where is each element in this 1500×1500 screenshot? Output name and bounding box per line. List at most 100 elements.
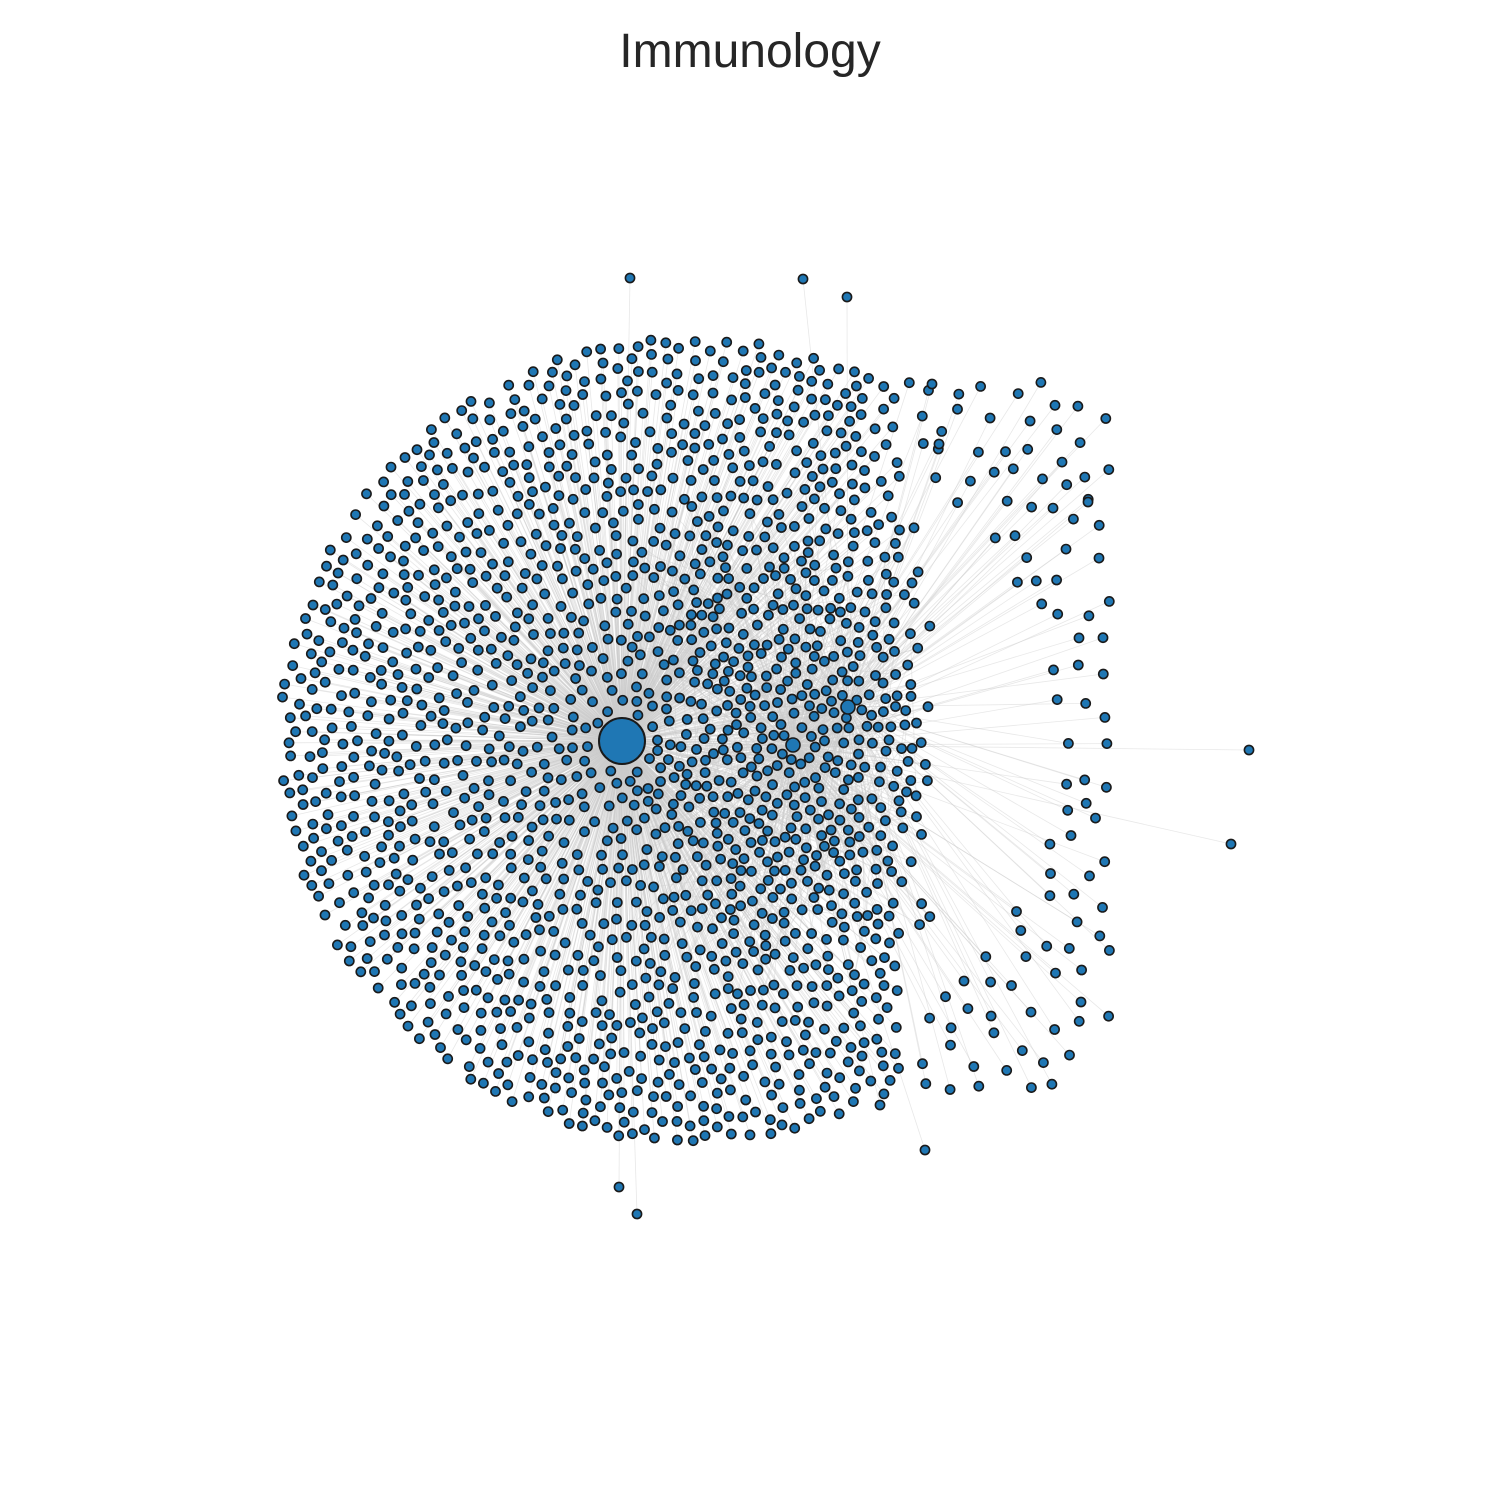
graph-edge	[792, 744, 1082, 971]
graph-node	[625, 1017, 636, 1028]
graph-node	[463, 601, 475, 612]
graph-edge	[792, 712, 835, 746]
graph-edge	[621, 705, 810, 742]
graph-node	[853, 734, 865, 746]
graph-node	[945, 1022, 957, 1034]
graph-node	[579, 826, 590, 838]
graph-node	[576, 788, 588, 800]
graph-node	[631, 824, 643, 836]
graph-node	[815, 626, 826, 637]
graph-node	[435, 1042, 446, 1053]
graph-edge	[740, 841, 850, 871]
graph-node	[1048, 664, 1059, 676]
graph-edge	[621, 740, 674, 911]
graph-node	[711, 1087, 723, 1099]
graph-edge	[457, 740, 623, 887]
graph-node	[669, 972, 681, 983]
graph-node	[331, 939, 343, 951]
graph-edge	[754, 706, 849, 792]
graph-edge	[341, 740, 623, 827]
graph-node	[431, 464, 443, 476]
graph-node	[542, 613, 554, 624]
graph-node	[668, 586, 679, 597]
graph-edge	[405, 599, 623, 742]
graph-node	[419, 591, 431, 602]
graph-node	[491, 1006, 503, 1018]
graph-node	[517, 745, 529, 757]
graph-node	[443, 916, 455, 928]
graph-node	[1045, 868, 1056, 879]
graph-node	[643, 687, 655, 699]
graph-edge	[621, 740, 898, 991]
graph-edge	[368, 740, 623, 899]
graph-node	[867, 737, 878, 749]
graph-node	[726, 888, 738, 900]
graph-node	[740, 1094, 752, 1106]
graph-edge	[446, 453, 623, 742]
graph-node	[611, 897, 623, 908]
graph-node	[423, 615, 435, 626]
graph-edge	[621, 740, 687, 896]
graph-node	[722, 971, 734, 982]
graph-node	[345, 941, 357, 953]
graph-node	[615, 965, 627, 976]
graph-node	[728, 656, 739, 667]
graph-node	[455, 956, 467, 968]
graph-node	[621, 815, 633, 827]
graph-node	[342, 869, 354, 881]
graph-node	[732, 741, 743, 753]
graph-node	[369, 778, 381, 790]
graph-edge	[724, 580, 815, 682]
graph-node	[331, 598, 343, 610]
graph-node	[679, 493, 690, 505]
graph-node	[672, 1101, 683, 1112]
graph-node	[849, 969, 860, 981]
graph-node	[889, 960, 901, 972]
graph-node	[814, 481, 826, 493]
graph-node	[711, 1103, 722, 1115]
graph-node	[527, 1054, 538, 1066]
graph-node	[746, 761, 757, 773]
graph-node	[316, 865, 327, 877]
graph-node	[811, 640, 823, 652]
graph-node	[638, 593, 650, 605]
graph-edge	[324, 739, 623, 742]
graph-node	[833, 592, 845, 604]
graph-edge	[847, 625, 931, 708]
graph-node	[334, 897, 345, 909]
graph-node	[501, 1056, 513, 1068]
graph-node	[592, 884, 604, 896]
graph-edge	[621, 454, 633, 742]
graph-edge	[621, 460, 689, 742]
graph-edge	[792, 744, 859, 755]
graph-node	[989, 532, 1001, 544]
graph-edge	[621, 591, 858, 742]
graph-node	[583, 598, 595, 610]
graph-edge	[850, 764, 894, 904]
graph-node	[722, 1027, 734, 1039]
graph-node	[400, 623, 411, 635]
graph-node	[748, 946, 759, 957]
graph-node	[445, 551, 457, 563]
graph-node	[459, 442, 471, 454]
graph-node	[828, 549, 839, 561]
graph-node	[779, 831, 791, 843]
graph-node	[658, 659, 670, 670]
graph-edge	[312, 740, 623, 825]
graph-node	[611, 952, 623, 963]
graph-node	[488, 702, 500, 713]
graph-edge	[754, 644, 794, 746]
graph-node	[442, 1053, 454, 1065]
graph-node	[716, 938, 728, 949]
graph-node	[857, 846, 869, 858]
graph-edge	[305, 618, 623, 742]
graph-node	[872, 878, 883, 889]
graph-node	[661, 377, 672, 389]
graph-node	[555, 601, 567, 612]
graph-node	[739, 825, 751, 836]
graph-node	[379, 899, 391, 911]
graph-node	[1072, 400, 1084, 412]
graph-node	[660, 1091, 672, 1102]
graph-node	[512, 1050, 524, 1061]
graph-node	[496, 1039, 508, 1051]
